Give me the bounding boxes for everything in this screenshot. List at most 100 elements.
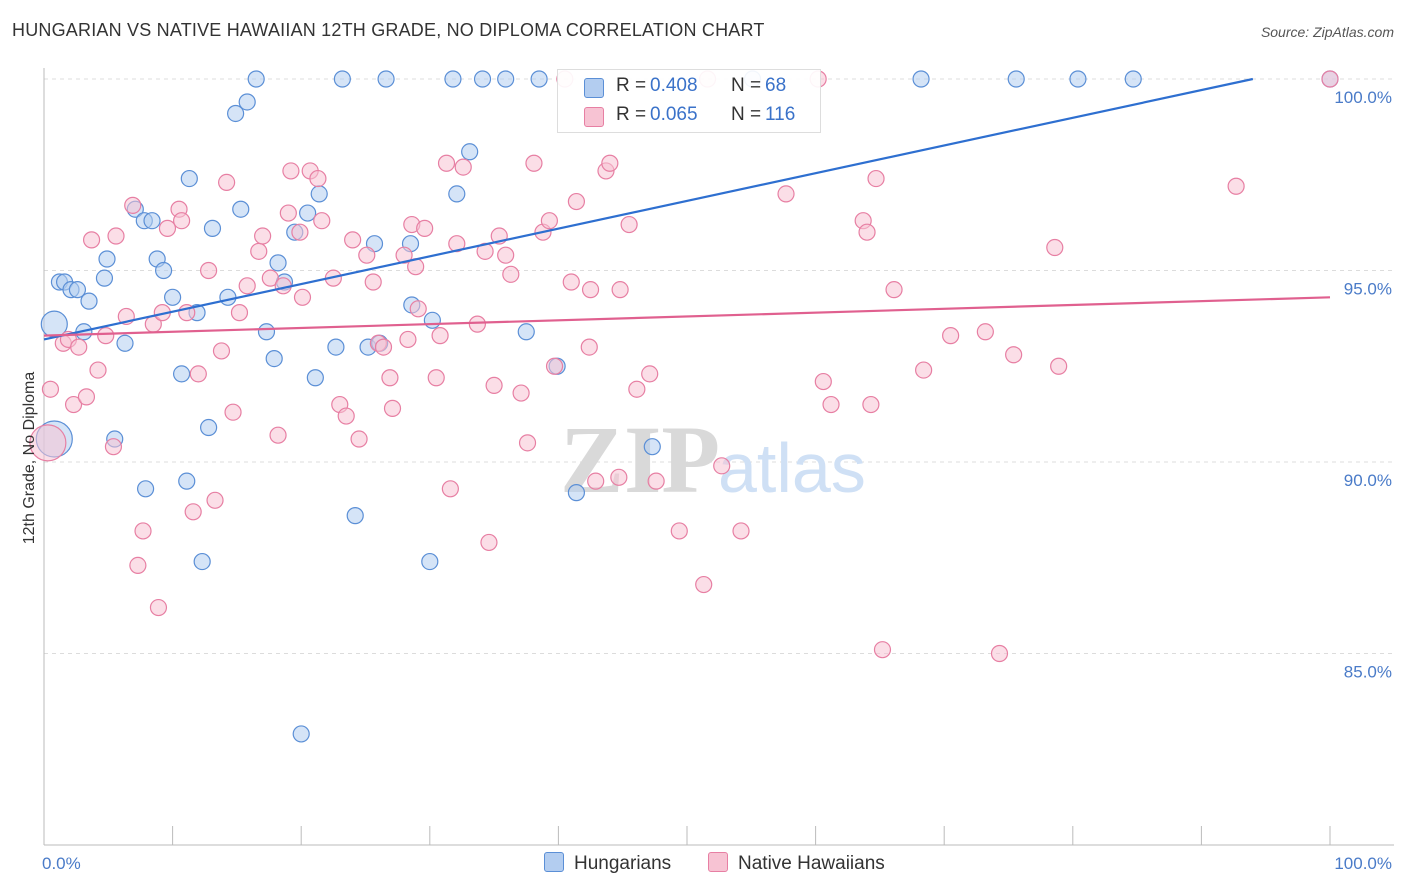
hungarian-trend-line bbox=[43, 77, 1254, 341]
hawaiian-point-87 bbox=[601, 154, 619, 172]
hungarian-point-31 bbox=[257, 323, 276, 341]
hawaiian-point-23 bbox=[184, 503, 202, 521]
hawaiian-point-21 bbox=[173, 212, 191, 230]
bottom-legend-swatch-hawaiians bbox=[708, 852, 728, 872]
hawaiian-point-5 bbox=[70, 338, 88, 356]
hawaiian-point-35 bbox=[269, 426, 287, 444]
hawaiian-point-83 bbox=[580, 338, 598, 356]
hungarian-point-26 bbox=[219, 288, 237, 306]
hawaiian-point-62 bbox=[431, 327, 449, 345]
hungarian-point-30 bbox=[247, 70, 265, 88]
hungarian-point-7 bbox=[80, 292, 98, 310]
hawaiian-point-13 bbox=[124, 196, 142, 214]
hawaiian-point-59 bbox=[409, 300, 427, 318]
watermark-zip: ZIP bbox=[560, 406, 720, 513]
chart-title: HUNGARIAN VS NATIVE HAWAIIAN 12TH GRADE,… bbox=[12, 20, 765, 40]
hawaiian-point-63 bbox=[437, 154, 456, 172]
hungarian-point-21 bbox=[180, 169, 198, 188]
hawaiian-point-14 bbox=[129, 556, 147, 575]
hungarian-point-25 bbox=[203, 219, 222, 237]
hawaiian-point-34 bbox=[261, 269, 279, 287]
hawaiian-trend-line bbox=[43, 296, 1331, 337]
hungarian-point-50 bbox=[423, 311, 441, 329]
hawaiian-point-28 bbox=[218, 173, 236, 192]
hungarian-point-27 bbox=[227, 104, 245, 123]
hawaiian-point-91 bbox=[628, 380, 646, 398]
hungarian-point-62 bbox=[912, 70, 930, 88]
hawaiian-point-65 bbox=[448, 235, 466, 253]
hawaiian-point-98 bbox=[732, 522, 750, 540]
hawaiian-point-31 bbox=[238, 277, 256, 295]
hawaiian-point-33 bbox=[254, 227, 272, 245]
hungarian-point-41 bbox=[333, 70, 351, 88]
hungarian-point-57 bbox=[530, 70, 548, 88]
hawaiian-point-97 bbox=[713, 457, 731, 475]
hawaiian-point-4 bbox=[64, 395, 83, 414]
hawaiian-point-99 bbox=[777, 185, 795, 203]
legend-r-value: 0.065 bbox=[650, 104, 698, 125]
hungarian-point-28 bbox=[232, 200, 250, 218]
legend-r-label: R = bbox=[616, 104, 647, 125]
hungarian-point-18 bbox=[164, 288, 182, 306]
hawaiian-point-74 bbox=[512, 384, 530, 402]
y-tick-label-2: 90.0% bbox=[1344, 471, 1392, 490]
hawaiian-point-48 bbox=[350, 430, 368, 448]
hawaiian-point-47 bbox=[344, 231, 362, 249]
hawaiian-point-9 bbox=[97, 327, 115, 345]
x-tick-label-0: 0.0% bbox=[42, 854, 81, 873]
hungarian-point-49 bbox=[421, 552, 439, 571]
trend-lines bbox=[43, 77, 1331, 341]
hungarian-point-51 bbox=[444, 70, 462, 88]
hungarian-point-38 bbox=[306, 369, 324, 387]
hawaiian-point-37 bbox=[279, 204, 297, 222]
legend-n-label: N = bbox=[731, 75, 762, 96]
hawaiian-point-81 bbox=[562, 273, 580, 291]
legend-r-label: R = bbox=[616, 75, 647, 96]
tick-labels: 100.0% 95.0% 90.0% 85.0% 0.0% 100.0% bbox=[42, 88, 1392, 873]
legend-r-value: 0.408 bbox=[650, 75, 698, 96]
series-hungarians bbox=[35, 70, 1339, 743]
hungarian-point-65 bbox=[1124, 70, 1142, 88]
hawaiian-point-49 bbox=[358, 246, 376, 264]
hungarian-point-11 bbox=[116, 334, 134, 352]
hawaiian-point-88 bbox=[610, 468, 628, 486]
watermark-atlas: atlas bbox=[718, 429, 866, 507]
hungarian-point-54 bbox=[473, 70, 492, 88]
hungarian-point-32 bbox=[265, 349, 283, 368]
bottom-legend-swatch-hungarians bbox=[544, 852, 564, 872]
hungarian-point-20 bbox=[178, 472, 196, 490]
hungarian-point-59 bbox=[567, 484, 586, 502]
legend-swatch-hungarians bbox=[584, 78, 604, 98]
hungarian-point-39 bbox=[310, 185, 328, 203]
legend-row-hawaiians: R = 0.065 N = 116 bbox=[558, 101, 820, 131]
hawaiian-point-73 bbox=[502, 265, 520, 283]
hungarian-point-5 bbox=[68, 281, 87, 299]
hawaiian-point-111 bbox=[976, 323, 994, 341]
hawaiian-point-92 bbox=[641, 365, 659, 383]
hawaiian-point-19 bbox=[158, 219, 177, 237]
hungarian-point-55 bbox=[497, 70, 515, 88]
hawaiian-point-113 bbox=[1005, 346, 1023, 364]
hawaiian-point-43 bbox=[313, 212, 331, 230]
y-axis-label: 12th Grade, No Diploma bbox=[21, 372, 38, 545]
hawaiian-point-40 bbox=[293, 288, 312, 306]
source-label: Source: ZipAtlas.com bbox=[1260, 24, 1394, 40]
hawaiian-point-82 bbox=[567, 192, 586, 211]
hawaiian-point-24 bbox=[189, 365, 207, 383]
hawaiian-point-79 bbox=[545, 357, 564, 375]
hawaiian-point-25 bbox=[200, 261, 218, 280]
hungarian-point-63 bbox=[1007, 70, 1025, 88]
hawaiian-point-90 bbox=[620, 215, 638, 234]
hawaiian-point-0 bbox=[29, 424, 67, 462]
hungarian-point-29 bbox=[238, 93, 256, 111]
hawaiian-point-56 bbox=[399, 330, 417, 349]
gridlines bbox=[44, 78, 1394, 654]
hawaiian-point-110 bbox=[942, 327, 960, 345]
hungarian-point-52 bbox=[448, 185, 466, 203]
y-tick-label-0: 100.0% bbox=[1334, 88, 1392, 107]
hawaiian-point-29 bbox=[224, 403, 242, 421]
hungarian-point-33 bbox=[269, 254, 287, 272]
bottom-legend-label-hawaiians: Native Hawaiians bbox=[738, 853, 885, 874]
hawaiian-point-69 bbox=[480, 533, 498, 552]
hawaiian-point-72 bbox=[497, 246, 515, 264]
